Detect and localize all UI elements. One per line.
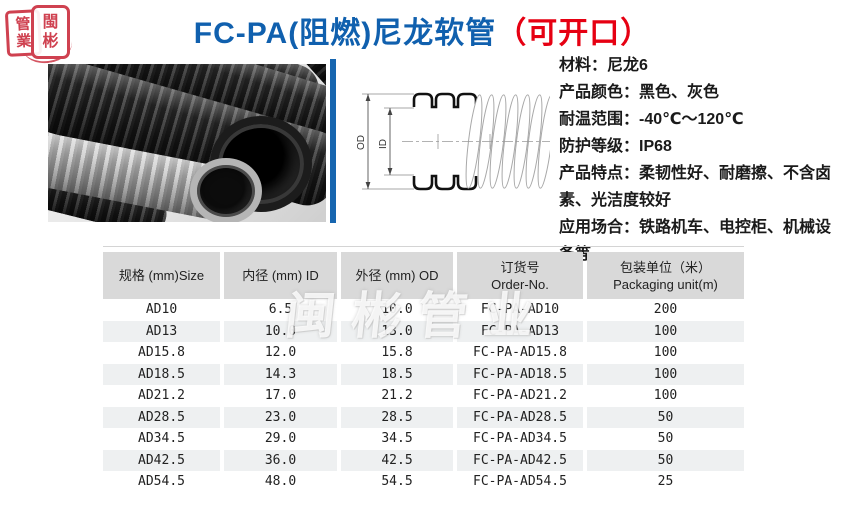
table-row: AD21.2 17.0 21.2 FC-PA-AD21.2 100 [103, 385, 744, 407]
dimension-diagram: OD ID [356, 92, 550, 191]
spec-line: 防护等级：IP68 [559, 138, 672, 155]
table-header-cell: 内径 (mm) ID [224, 252, 337, 299]
table-cell: 50 [587, 406, 744, 428]
table-cell: AD18.5 [103, 363, 220, 385]
table-cell: 100 [653, 345, 678, 360]
table-cell: 17.0 [264, 388, 297, 403]
table-cell: 25 [657, 474, 674, 489]
page-title-main: FC-PA(阻燃)尼龙软管 [193, 17, 497, 50]
table-cell: FC-PA-AD54.5 [473, 474, 567, 489]
table-header-line: 订货号 [500, 259, 540, 275]
table-cell: 21.2 [381, 388, 413, 403]
table-row: AD10 6.5 10.0 FC-PA-AD10 200 [103, 299, 744, 321]
table-body: AD10 6.5 10.0 FC-PA-AD10 200 AD13 10.0 13.0 FC-P… [103, 299, 744, 493]
table-header-line: 内径 (mm) ID [242, 268, 319, 283]
table-cell: 50 [657, 431, 674, 446]
table-cell: 10.0 [224, 320, 337, 342]
spec-line: 产品颜色：黑色、灰色 [559, 84, 720, 101]
company-stamp-right-icon: 閩 彬 [31, 5, 70, 59]
spec-list: 材料：尼龙6 产品颜色：黑色、灰色耐温范围：-40℃～120℃ 防护等级：IP68 产… [559, 52, 831, 268]
divider-line [103, 246, 744, 247]
table-header-cell: 外径 (mm) OD [341, 252, 453, 299]
table-cell: 48.0 [264, 474, 297, 489]
table-header-line: Packaging unit(m) [613, 276, 718, 292]
table-header-cell: 包装单位（米） Packaging unit(m) [587, 252, 744, 299]
table-header-line: 包装单位（米） [619, 259, 711, 275]
table-row: AD28.5 23.0 28.5 FC-PA-AD28.5 50 [103, 406, 744, 428]
table-cell: FC-PA-AD42.5 [457, 449, 583, 471]
table-cell: 200 [653, 302, 678, 317]
table-row: AD15.8 12.0 15.8 FC-PA-AD15.8 100 [103, 342, 744, 364]
table-cell: 12.0 [264, 345, 297, 360]
table-row: AD34.5 29.0 34.5 FC-PA-AD34.5 50 [103, 428, 744, 450]
table-cell: FC-PA-AD21.2 [473, 388, 567, 403]
table-cell: AD21.2 [138, 388, 185, 403]
corrugation-profile [412, 92, 478, 191]
table-cell: FC-PA-AD10 [480, 302, 560, 317]
table-cell: AD10 [145, 302, 178, 317]
company-logo: 管 業 閩 彬 [4, 3, 75, 67]
table-cell: FC-PA-AD18.5 [457, 363, 583, 385]
table-cell: 54.5 [381, 474, 413, 489]
table-cell: 6.5 [268, 302, 293, 317]
table-cell: FC-PA-AD15.8 [473, 345, 567, 360]
table-header-cell: 规格 (mm)Size [103, 252, 220, 299]
spec-table: 规格 (mm)Size 内径 (mm) ID 外径 (mm) OD 订货号 Order-… [103, 252, 744, 493]
table-cell: FC-PA-AD34.5 [473, 431, 567, 446]
table-cell: FC-PA-AD28.5 [457, 406, 583, 428]
table-cell: 42.5 [341, 449, 453, 471]
table-cell: 100 [587, 363, 744, 385]
table-cell: 100 [653, 388, 678, 403]
table-cell: AD15.8 [138, 345, 185, 360]
table-header-line: 外径 (mm) OD [355, 268, 439, 283]
table-cell: 29.0 [264, 431, 297, 446]
divider-bar [330, 59, 336, 223]
spec-line: 材料：尼龙6 [559, 57, 648, 74]
table-row: AD18.5 14.3 18.5 FC-PA-AD18.5 100 [103, 363, 744, 385]
table-cell: 15.8 [381, 345, 413, 360]
table-row: AD42.5 36.0 42.5 FC-PA-AD42.5 50 [103, 449, 744, 471]
stamp-char: 閩 [42, 14, 59, 31]
table-row: AD54.5 48.0 54.5 FC-PA-AD54.5 25 [103, 471, 744, 493]
tube-opening [190, 158, 262, 222]
table-cell: 34.5 [381, 431, 413, 446]
table-cell: 36.0 [224, 449, 337, 471]
stamp-char: 彬 [42, 33, 59, 50]
table-cell: AD42.5 [103, 449, 220, 471]
table-cell: 28.5 [341, 406, 453, 428]
product-photo [48, 64, 326, 222]
table-header-row: 规格 (mm)Size 内径 (mm) ID 外径 (mm) OD 订货号 Order-… [103, 252, 744, 299]
table-cell: 50 [587, 449, 744, 471]
od-label: OD [356, 135, 367, 150]
table-cell: AD54.5 [138, 474, 185, 489]
table-header-line: 规格 (mm)Size [118, 268, 205, 283]
id-label: ID [378, 139, 389, 149]
table-cell: AD34.5 [138, 431, 185, 446]
table-header-cell: 订货号 Order-No. [457, 252, 583, 299]
table-cell: AD13 [103, 320, 220, 342]
table-cell: 14.3 [224, 363, 337, 385]
table-header-line: Order-No. [491, 276, 549, 292]
crosshair-marks [437, 134, 491, 149]
table-row: AD13 10.0 13.0 FC-PA-AD13 100 [103, 320, 744, 342]
table-cell: 23.0 [224, 406, 337, 428]
table-cell: 100 [587, 320, 744, 342]
table-cell: FC-PA-AD13 [457, 320, 583, 342]
spec-line: 耐温范围：-40℃～120℃ [559, 111, 744, 128]
page-title: FC-PA(阻燃)尼龙软管（可开口） [0, 8, 845, 52]
table-cell: 13.0 [341, 320, 453, 342]
page-title-suffix: （可开口） [496, 17, 652, 50]
table-cell: 10.0 [381, 302, 413, 317]
table-cell: 18.5 [341, 363, 453, 385]
table-cell: AD28.5 [103, 406, 220, 428]
spec-line: 产品特点：柔韧性好、耐磨擦、不含卤素、光洁度较好 [559, 165, 832, 209]
